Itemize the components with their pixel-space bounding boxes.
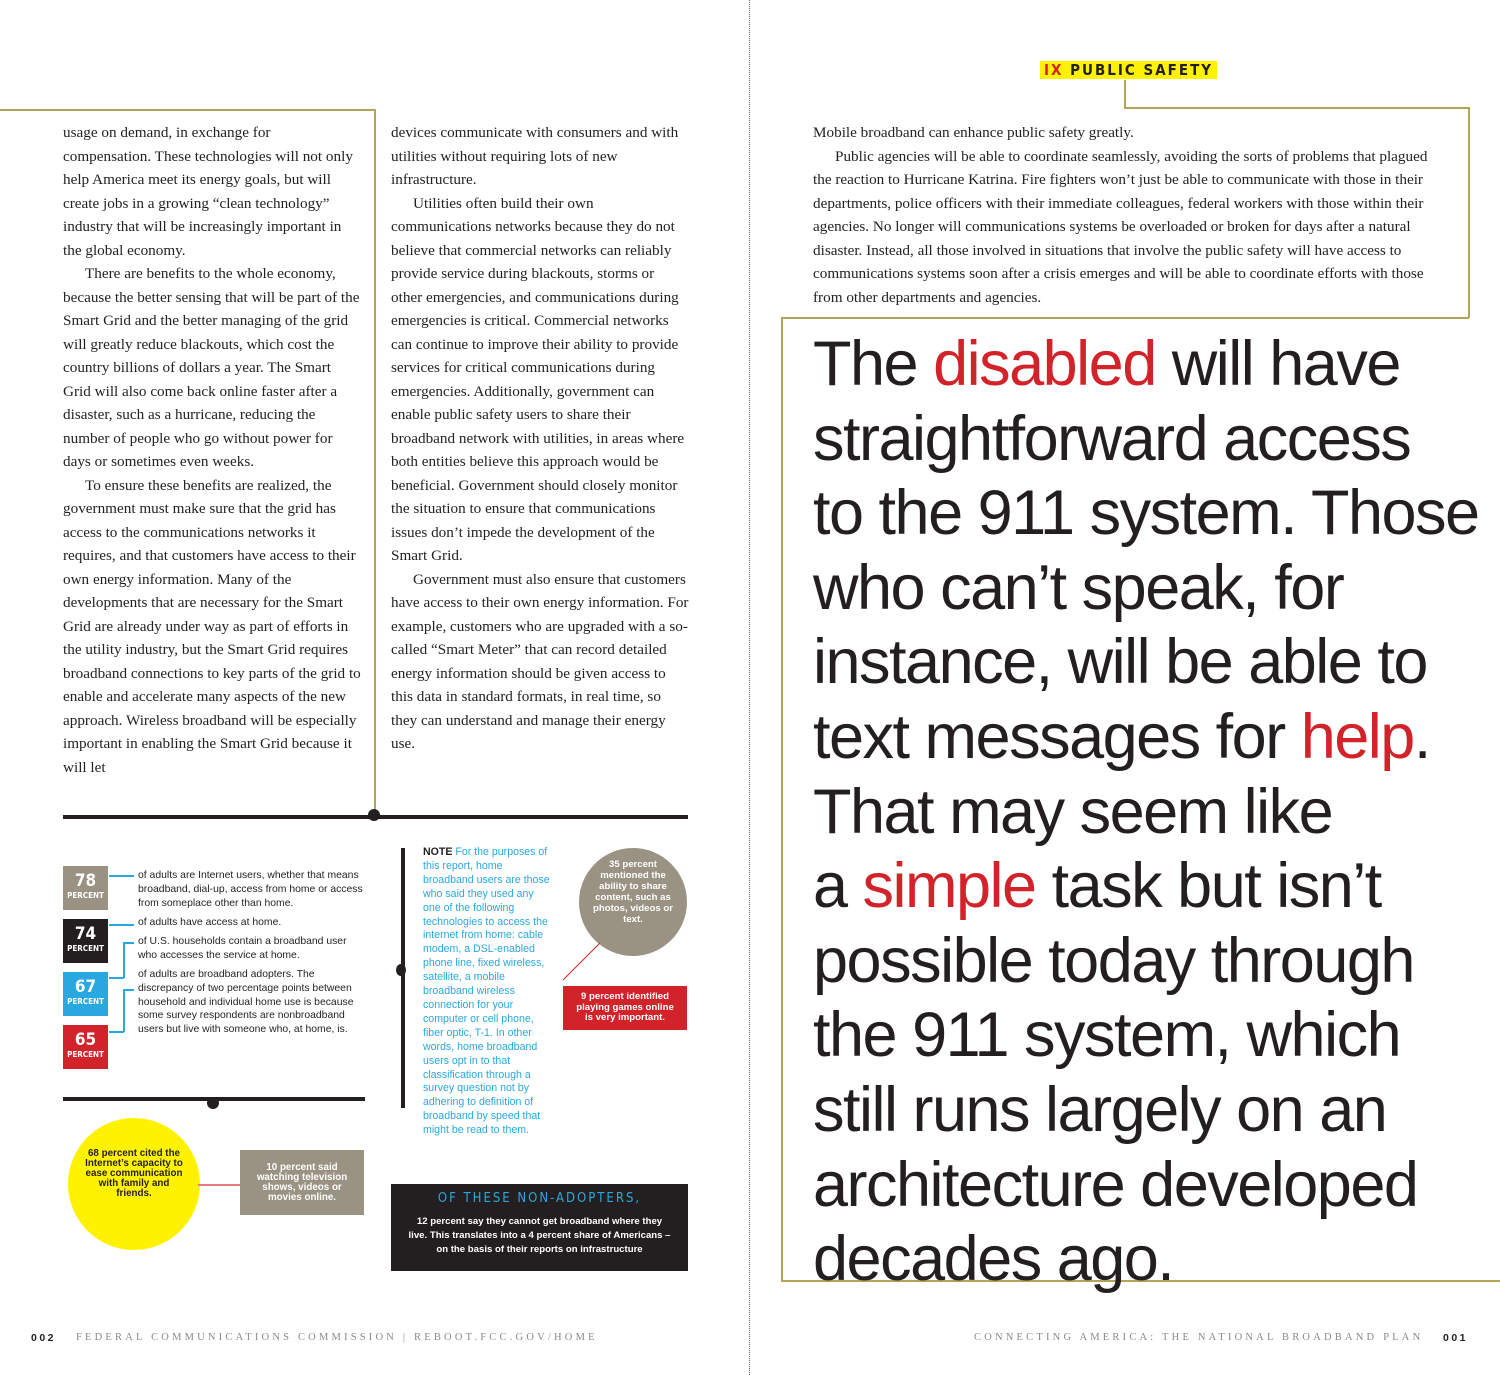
stat-circle-35: 35 percent mentioned the ability to shar… xyxy=(579,848,687,956)
frame-line xyxy=(374,109,376,814)
connector xyxy=(123,989,125,1032)
paragraph: To ensure these benefits are realized, t… xyxy=(63,476,361,776)
paragraph: Government must also ensure that custome… xyxy=(391,570,689,753)
pull-quote-line: decades ago. xyxy=(813,1222,1493,1297)
rule-dot xyxy=(207,1097,219,1109)
paragraph: usage on demand, in exchange for compens… xyxy=(63,124,353,259)
pull-quote-text: who can’t speak, for xyxy=(813,552,1345,623)
note-body: For the purposes of this report, home br… xyxy=(423,846,550,1137)
non-adopters-box: OF THESE NON-ADOPTERS, 12 percent say th… xyxy=(391,1184,688,1271)
stat-74: 74 PERCENT xyxy=(63,919,108,963)
connector xyxy=(109,1031,124,1033)
frame-line xyxy=(1124,107,1469,109)
pull-quote-text: a xyxy=(813,851,863,922)
pull-quote-text: task but isn’t xyxy=(1035,851,1383,922)
paragraph: devices communicate with consumers and w… xyxy=(391,124,679,188)
footer-left: FEDERAL COMMUNICATIONS COMMISSION | REBO… xyxy=(76,1332,598,1343)
stat-78-text: of adults are Internet users, whether th… xyxy=(138,870,363,909)
non-adopters-text: 12 percent say they cannot get broadband… xyxy=(408,1216,671,1255)
frame-line xyxy=(0,109,375,111)
section-header: IX PUBLIC SAFETY xyxy=(1040,61,1218,79)
section-title: PUBLIC SAFETY xyxy=(1070,61,1214,79)
stat-box-10: 10 percent said watching television show… xyxy=(240,1150,364,1215)
pull-quote-text: the 911 system, which xyxy=(813,1000,1402,1071)
paragraph: There are benefits to the whole economy,… xyxy=(63,265,360,470)
connector-line xyxy=(562,942,601,981)
stat-65-text: of adults are broadband adopters. The di… xyxy=(138,969,354,1036)
pull-quote-line: That may seem like xyxy=(813,775,1493,850)
stat-67-text: of U.S. households contain a broadband u… xyxy=(138,936,347,961)
connector-line xyxy=(198,1184,240,1186)
pull-quote-highlight: disabled xyxy=(933,329,1157,399)
pull-quote-text: architecture developed xyxy=(813,1149,1419,1220)
stat-box-9: 9 percent identified playing games onlin… xyxy=(563,986,687,1030)
connector xyxy=(123,989,134,991)
pull-quote-text: That may seem like xyxy=(813,776,1334,847)
pull-quote-line: the 911 system, which xyxy=(813,998,1493,1073)
gutter-divider xyxy=(749,0,750,1375)
pull-quote-line: to the 911 system. Those xyxy=(813,476,1493,551)
pull-quote-line: architecture developed xyxy=(813,1148,1493,1223)
page-number-left: 002 xyxy=(31,1332,57,1344)
frame-line xyxy=(1124,80,1126,108)
rule-dot xyxy=(368,809,380,821)
pull-quote-line: a simple task but isn’t xyxy=(813,849,1493,924)
rule-vertical xyxy=(401,848,405,1108)
paragraph: Public agencies will be able to coordina… xyxy=(813,147,1428,306)
body-column-1: usage on demand, in exchange for compens… xyxy=(63,121,361,779)
pull-quote-text: will have xyxy=(1155,329,1402,399)
note-text: NOTE For the purposes of this report, ho… xyxy=(423,846,551,1138)
paragraph: Mobile broadband can enhance public safe… xyxy=(813,124,1134,141)
frame-line xyxy=(781,317,783,1281)
pull-quote: The disabled will have straightforward ac… xyxy=(813,327,1493,1297)
body-column-2: devices communicate with consumers and w… xyxy=(391,121,689,756)
connector xyxy=(109,977,124,979)
stat-78: 78 PERCENT xyxy=(63,866,108,910)
footer-right: CONNECTING AMERICA: THE NATIONAL BROADBA… xyxy=(974,1332,1424,1343)
rule-dot xyxy=(396,964,406,976)
pull-quote-line: straightforward access xyxy=(813,402,1493,477)
frame-line xyxy=(781,317,1469,319)
pull-quote-text: instance, will be able to xyxy=(813,627,1428,698)
stat-circle-68: 68 percent cited the Internet’s capacity… xyxy=(68,1118,200,1250)
non-adopters-title: OF THESE NON-ADOPTERS, xyxy=(437,1191,642,1206)
connector xyxy=(109,875,134,877)
connector xyxy=(109,924,134,926)
pull-quote-line: The disabled will have xyxy=(813,327,1493,402)
note-label: NOTE xyxy=(423,846,453,858)
public-safety-body: Mobile broadband can enhance public safe… xyxy=(813,121,1443,309)
pull-quote-line: possible today through xyxy=(813,924,1493,999)
pull-quote-text: . xyxy=(1413,701,1432,772)
pull-quote-line: still runs largely on an xyxy=(813,1073,1493,1148)
pull-quote-highlight: simple xyxy=(862,851,1038,922)
pull-quote-line: text messages for help. xyxy=(813,700,1493,775)
pull-quote-line: instance, will be able to xyxy=(813,625,1493,700)
connector xyxy=(123,942,134,944)
paragraph: Utilities often build their own communic… xyxy=(391,194,685,565)
pull-quote-highlight: help xyxy=(1300,701,1416,772)
frame-line xyxy=(1468,107,1470,318)
pull-quote-text: text messages for xyxy=(813,701,1301,772)
frame-line xyxy=(781,1280,1500,1282)
pull-quote-text: possible today through xyxy=(813,925,1415,996)
pull-quote-text: straightforward access xyxy=(813,403,1412,474)
section-numeral: IX xyxy=(1044,61,1064,79)
page-number-right: 001 xyxy=(1443,1332,1469,1344)
pull-quote-text: still runs largely on an xyxy=(813,1074,1388,1145)
pull-quote-text: The xyxy=(813,329,934,399)
pull-quote-text: decades ago. xyxy=(813,1224,1175,1295)
stat-74-text: of adults have access at home. xyxy=(138,917,282,928)
stat-65: 65 PERCENT xyxy=(63,1025,108,1069)
connector xyxy=(123,942,125,978)
pull-quote-line: who can’t speak, for xyxy=(813,551,1493,626)
stat-67: 67 PERCENT xyxy=(63,972,108,1016)
pull-quote-text: to the 911 system. Those xyxy=(813,478,1480,549)
